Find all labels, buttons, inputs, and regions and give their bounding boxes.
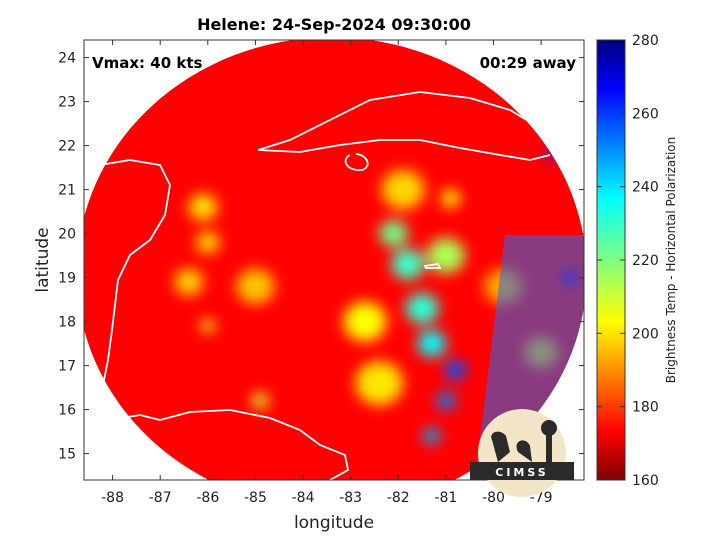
y-tick-label: 16 [58,403,76,419]
logo-dish-icon [491,431,510,462]
brightness-feature-14 [236,268,275,304]
coastlines [84,91,584,480]
brightness-feature-5 [391,249,425,280]
y-tick-label: 17 [58,359,76,375]
cimss-logo: CIMSS [470,409,574,497]
x-tick-label: -81 [434,490,457,506]
x-tick-label: -88 [101,490,124,506]
coastline-cuba-north [257,91,584,151]
colorbar-ticks: 160 180 200 220 240 260 280 [597,33,659,489]
x-tick-label: -87 [149,490,172,506]
x-tick-label: -84 [292,490,315,506]
brightness-feature-8 [343,301,387,342]
y-tick-label: 20 [58,227,76,243]
vmax-annotation: Vmax: 40 kts [92,54,202,72]
x-tick-label: -83 [339,490,362,506]
brightness-feature-15 [200,319,215,333]
coastline-yucatan [84,159,171,441]
colorbar-tick-label: 280 [632,33,659,49]
y-tick-label: 24 [58,51,76,67]
logo-tank-icon [541,420,557,436]
colorbar-tick-label: 260 [632,106,659,122]
brightness-feature-13 [174,268,204,296]
logo-text: CIMSS [495,466,548,479]
colorbar-tick-label: 240 [632,180,659,196]
chart-title: Helene: 24-Sep-2024 09:30:00 [197,15,471,34]
coastline-cuba-south [257,139,551,161]
y-tick-label: 23 [58,95,76,111]
brightness-feature-2 [423,428,441,444]
y-tick-label: 15 [58,447,76,463]
coastline-cayman [423,263,442,269]
colorbar-tick-label: 200 [632,326,659,342]
colorbar-label: Brightness Temp - Horizontal Polarizatio… [664,137,678,384]
x-tick-label: -85 [244,490,267,506]
coastline-isla-juventud [344,153,369,172]
colorbar-tick-label: 160 [632,473,659,489]
brightness-feature-10 [381,169,425,210]
x-tick-label: -82 [387,490,410,506]
y-tick-label: 22 [58,139,76,155]
y-tick-label: 18 [58,315,76,331]
coastline-east [559,149,584,176]
brightness-feature-4 [405,293,439,324]
colorbar-tick-label: 180 [632,400,659,416]
logo-banner [470,462,574,480]
swath-background [84,40,584,480]
brightness-feature-6 [379,220,408,247]
brightness-feature-9 [355,361,404,406]
y-tick-label: 21 [58,183,76,199]
y-axis-ticks: 15 16 17 18 19 20 21 22 23 24 [58,51,584,463]
x-axis-ticks: -88 -87 -86 -85 -84 -83 -82 -81 -80 -79 [101,40,553,506]
brightness-feature-12 [195,231,220,254]
brightness-feature-1 [436,392,456,410]
brightness-feature-0 [444,360,466,380]
time-offset-annotation: 00:29 away [480,54,577,72]
plot-frame [83,39,585,481]
y-axis-label: latitude [33,227,53,292]
x-tick-label: -80 [482,490,505,506]
brightness-feature-3 [417,330,446,357]
coastline-belize [84,414,161,441]
brightness-feature-21 [441,189,461,208]
x-tick-label: -86 [196,490,219,506]
logo-tower-icon [546,432,552,462]
y-tick-label: 19 [58,271,76,287]
coastline-honduras [159,409,350,480]
x-axis-label: longitude [294,513,374,533]
logo-dish-icon-2 [516,440,532,462]
brightness-feature-16 [251,392,269,409]
brightness-feature-11 [188,194,218,221]
colorbar-tick-label: 220 [632,253,659,269]
